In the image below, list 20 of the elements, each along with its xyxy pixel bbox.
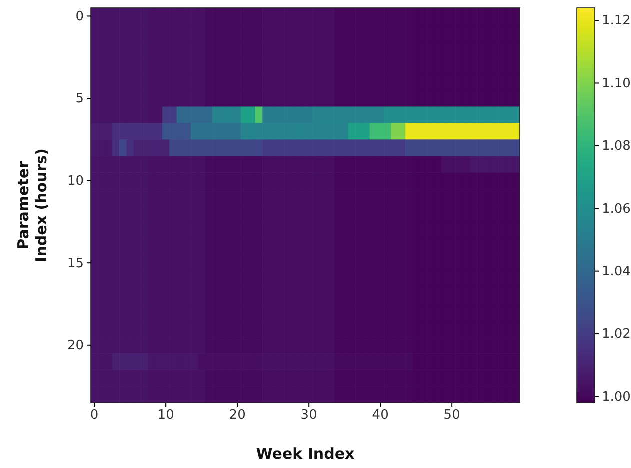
x-tick-label: 10 <box>158 408 174 424</box>
color-bar-label: 1.04 <box>602 264 631 280</box>
y-tick-label: 10 <box>67 174 84 189</box>
y-axis-title: Parameter Index (hours) <box>14 148 50 262</box>
color-bar-label: 1.06 <box>602 202 631 217</box>
x-tick-label: 0 <box>90 408 99 424</box>
y-tick-label: 0 <box>76 9 84 24</box>
x-axis-title: Week Index <box>256 445 356 463</box>
y-tick-label: 5 <box>76 92 84 107</box>
y-tick-label: 20 <box>67 338 84 354</box>
x-tick-label: 30 <box>300 408 318 424</box>
color-bar-label: 1.02 <box>602 327 631 342</box>
x-tick-label: 20 <box>229 408 246 424</box>
y-tick-label: 15 <box>67 256 84 272</box>
color-bar-label: 1.10 <box>602 76 631 92</box>
color-bar-label: 1.12 <box>602 14 631 29</box>
x-tick-label: 40 <box>372 408 389 424</box>
x-tick-label: 50 <box>444 408 460 424</box>
color-bar-label: 1.08 <box>602 139 631 154</box>
color-bar-label: 1.00 <box>602 390 631 405</box>
